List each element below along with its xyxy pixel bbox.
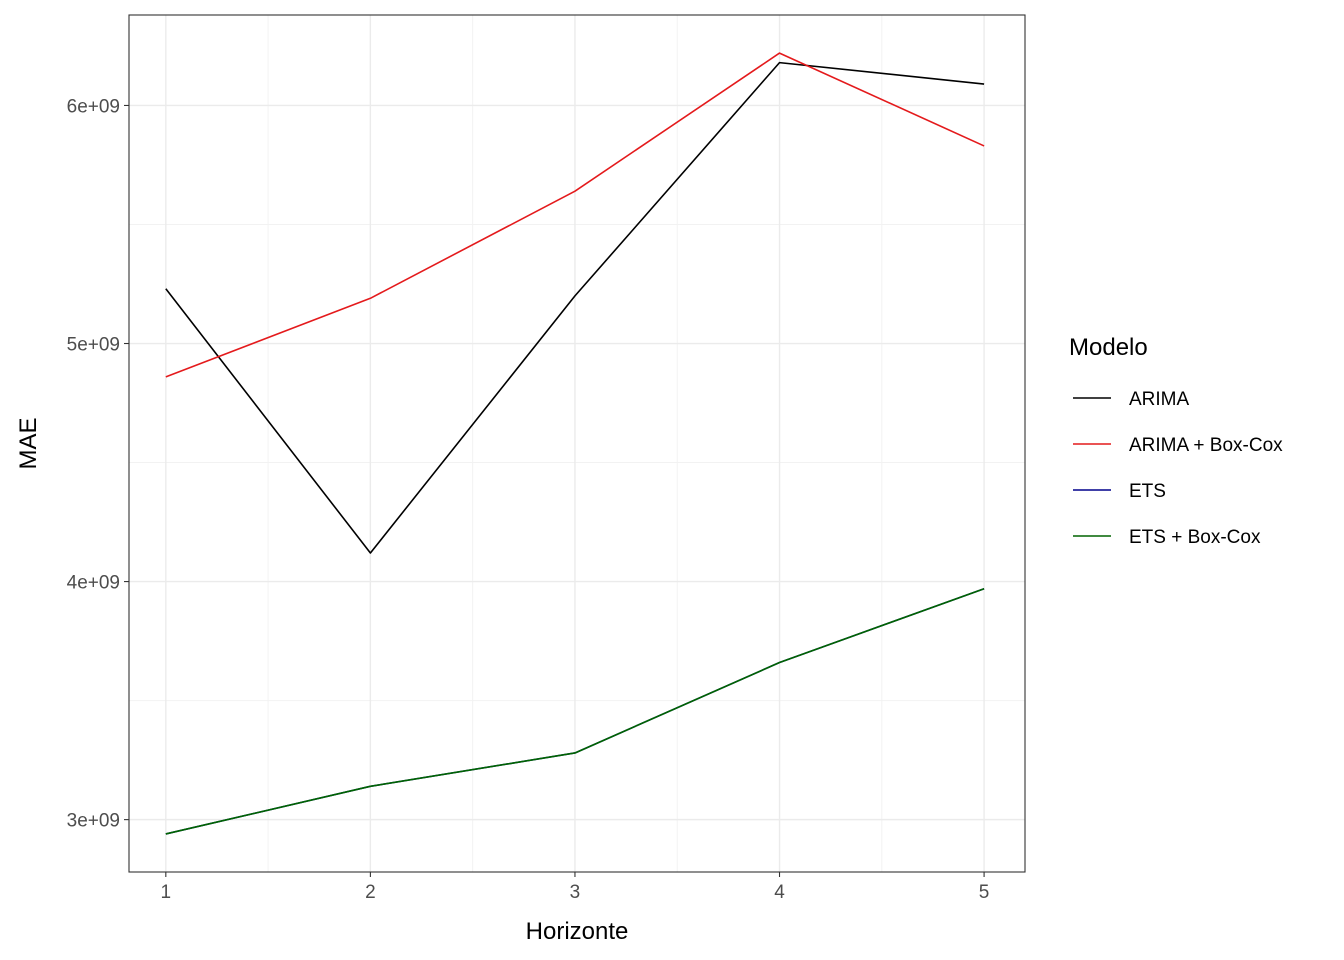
- legend-label-arima-box-cox: ARIMA + Box-Cox: [1129, 435, 1283, 456]
- major-gridlines: [129, 15, 1025, 872]
- x-tick-label: 1: [161, 882, 172, 903]
- x-tick-label: 3: [570, 882, 581, 903]
- x-tick-label: 2: [365, 882, 376, 903]
- x-axis: 1 2 3 4 5: [161, 872, 990, 903]
- y-tick-label: 5e+09: [67, 335, 120, 356]
- x-tick-label: 4: [774, 882, 785, 903]
- legend-label-arima: ARIMA: [1129, 389, 1190, 410]
- legend-title: Modelo: [1069, 334, 1148, 361]
- series-lines: [165, 52, 985, 835]
- legend-items: ARIMA ARIMA + Box-Cox ETS ETS + Box-Cox: [1073, 389, 1283, 548]
- series-line-arima-box-cox: [165, 52, 985, 378]
- y-axis: 3e+09 4e+09 5e+09 6e+09: [67, 96, 129, 832]
- legend-label-ets: ETS: [1129, 481, 1166, 502]
- x-tick-label: 5: [979, 882, 990, 903]
- y-axis-title: MAE: [15, 417, 42, 469]
- y-tick-label: 3e+09: [67, 811, 120, 832]
- y-tick-label: 6e+09: [67, 96, 120, 117]
- plot-panel: [129, 15, 1025, 872]
- series-line-ets-box-cox: [165, 587, 985, 835]
- minor-gridlines: [129, 15, 1025, 872]
- series-line-arima: [165, 61, 985, 554]
- y-tick-label: 4e+09: [67, 573, 120, 594]
- legend-label-ets-box-cox: ETS + Box-Cox: [1129, 527, 1261, 548]
- x-axis-title: Horizonte: [526, 918, 629, 945]
- plot-panel-border: [128, 14, 1026, 873]
- legend: Modelo ARIMA ARIMA + Box-Cox ETS ETS + Box-…: [1069, 334, 1283, 548]
